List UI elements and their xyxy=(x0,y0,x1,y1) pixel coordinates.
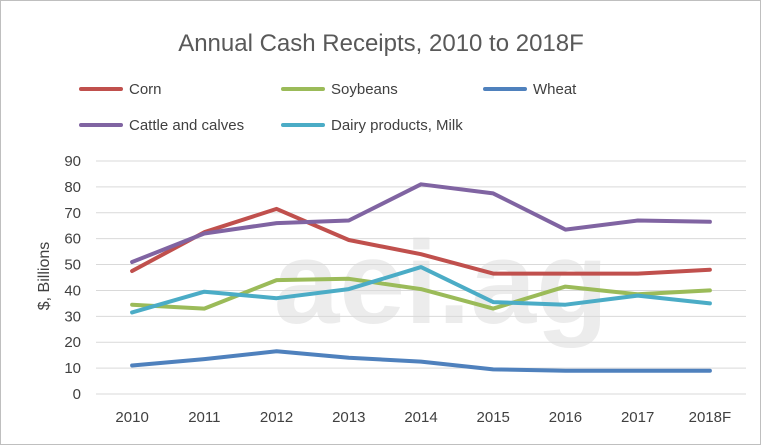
series-lines xyxy=(130,182,712,373)
gridlines xyxy=(96,160,746,395)
x-tick-label: 2018F xyxy=(689,409,732,426)
legend-label: Corn xyxy=(129,81,162,98)
x-tick-label: 2012 xyxy=(260,409,293,426)
y-tick-label: 50 xyxy=(64,257,81,274)
legend-label: Soybeans xyxy=(331,81,398,98)
x-tick-label: 2015 xyxy=(477,409,510,426)
series-line-dairy-products-milk xyxy=(130,265,712,315)
watermark: aei.ag xyxy=(274,217,609,349)
legend-label: Cattle and calves xyxy=(129,117,244,134)
x-tick-label: 2017 xyxy=(621,409,654,426)
x-tick-label: 2010 xyxy=(115,409,148,426)
x-tick-label: 2011 xyxy=(188,409,220,426)
legend-label: Wheat xyxy=(533,81,577,98)
x-tick-label: 2016 xyxy=(549,409,582,426)
series-line-corn xyxy=(130,206,712,276)
series-line-wheat xyxy=(130,349,712,373)
series-line-cattle-and-calves xyxy=(130,182,712,264)
y-tick-label: 10 xyxy=(64,360,81,377)
legend: Corn Soybeans Wheat Cattle and calves Dairy … xyxy=(79,81,577,134)
watermark-text: aei.ag xyxy=(274,217,609,349)
y-tick-label: 70 xyxy=(64,205,81,222)
x-axis: 2010 2011 2012 2013 2014 2015 2016 2017 2018F xyxy=(115,409,731,426)
y-tick-label: 0 xyxy=(73,386,81,403)
y-tick-label: 90 xyxy=(64,153,81,170)
x-tick-label: 2014 xyxy=(404,409,437,426)
y-tick-label: 20 xyxy=(64,334,81,351)
series-line-soybeans xyxy=(130,276,712,311)
x-tick-label: 2013 xyxy=(332,409,365,426)
y-tick-label: 60 xyxy=(64,231,81,248)
y-tick-label: 40 xyxy=(64,282,81,299)
legend-label: Dairy products, Milk xyxy=(331,117,463,134)
y-axis: 0 10 20 30 40 50 60 70 80 90 xyxy=(64,153,81,403)
y-axis-label: $, Billions xyxy=(36,242,53,310)
chart-title: Annual Cash Receipts, 2010 to 2018F xyxy=(178,30,584,57)
y-tick-label: 30 xyxy=(64,308,81,325)
y-tick-label: 80 xyxy=(64,179,81,196)
